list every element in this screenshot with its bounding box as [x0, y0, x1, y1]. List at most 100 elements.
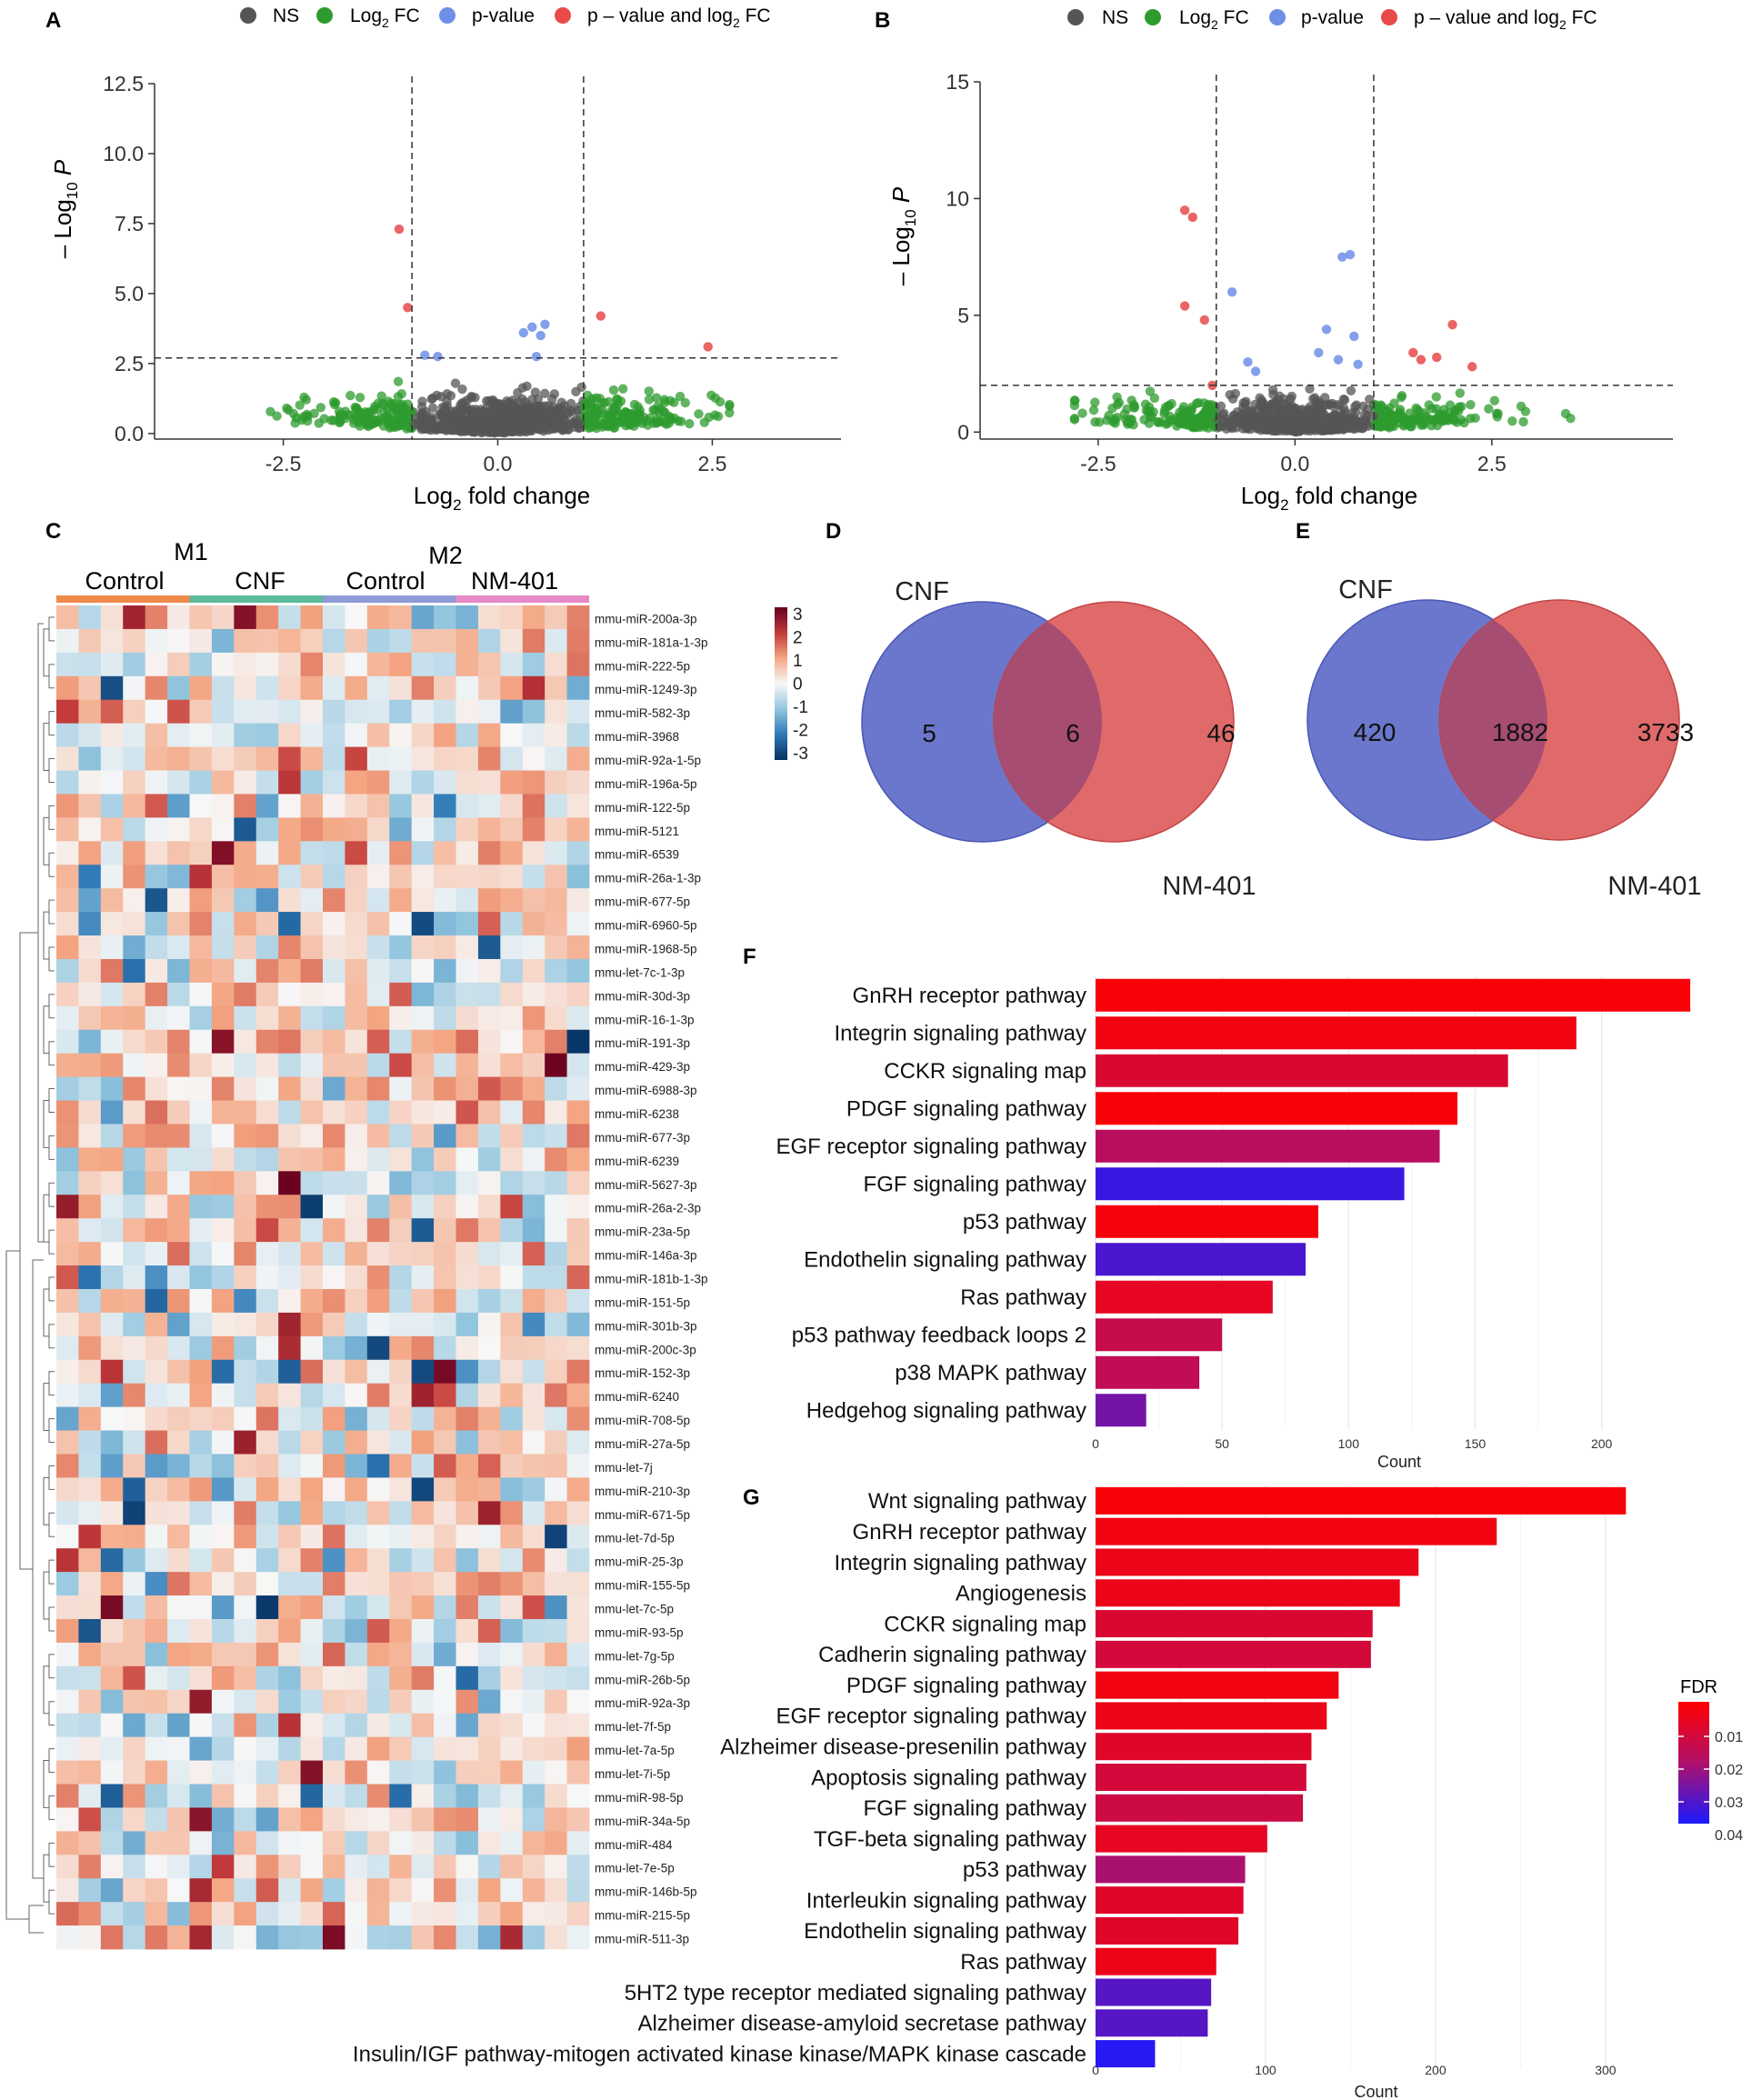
heatmap-cell	[255, 1147, 279, 1172]
bar	[1096, 2009, 1208, 2037]
heatmap-row-label: mmu-miR-1249-3p	[595, 683, 697, 696]
heatmap-cell	[545, 1383, 567, 1408]
heatmap-cell	[78, 1784, 102, 1808]
heatmap-cell	[500, 1195, 524, 1219]
log2fc-point	[1459, 417, 1469, 428]
log2fc-point	[1128, 400, 1139, 410]
heatmap-cell	[456, 1265, 479, 1290]
heatmap-cell	[234, 1713, 257, 1738]
heatmap-cell	[477, 1548, 501, 1573]
heatmap-cell	[566, 1760, 590, 1785]
heatmap-cell	[145, 1665, 168, 1691]
log2fc-point	[685, 418, 695, 429]
heatmap-cell	[56, 865, 79, 889]
heatmap-cell	[566, 1477, 590, 1502]
heatmap-cell	[255, 1265, 279, 1290]
heatmap-cell	[477, 1665, 501, 1691]
heatmap-cell	[345, 628, 368, 654]
heatmap-cell	[100, 1925, 124, 1950]
x-tick-label: 0.0	[1280, 452, 1309, 475]
ns-point	[563, 407, 573, 417]
heatmap-cell	[234, 912, 257, 936]
heatmap-cell	[323, 1618, 345, 1644]
heatmap-cell	[545, 1807, 567, 1832]
heatmap-cell	[434, 1312, 456, 1337]
heatmap-row-label: mmu-miR-146a-3p	[595, 1249, 697, 1263]
heatmap-cell	[411, 1595, 435, 1620]
heatmap-cell	[366, 1312, 390, 1337]
heatmap-cell	[78, 1124, 102, 1148]
ns-point	[525, 411, 535, 421]
heatmap-cell	[211, 1595, 235, 1620]
heatmap-cell	[123, 1076, 146, 1101]
ns-point	[505, 397, 515, 407]
heatmap-cell	[545, 958, 567, 984]
heatmap-cell	[123, 794, 146, 818]
heatmap-cell	[500, 817, 524, 842]
heatmap-cell	[78, 1878, 102, 1903]
ns-point	[1267, 399, 1277, 409]
heatmap-cell	[411, 1359, 435, 1385]
ns-point	[1324, 399, 1335, 409]
bar	[1096, 1825, 1267, 1853]
heatmap-cell	[566, 1076, 590, 1101]
heatmap-cell	[366, 1689, 390, 1715]
log2fc-point	[1414, 406, 1425, 417]
heatmap-cell	[323, 699, 345, 725]
log2fc-point	[710, 393, 720, 404]
fdr-tick-label: 0.03	[1715, 1795, 1743, 1811]
heatmap-cell	[167, 1430, 190, 1455]
heatmap-cell	[211, 723, 235, 747]
heatmap-cell	[500, 1242, 524, 1266]
heatmap-cell	[278, 1076, 301, 1101]
heatmap-cell	[100, 1689, 124, 1715]
x-tick-label: 200	[1591, 1436, 1613, 1451]
ns-point	[1267, 385, 1278, 395]
heatmap-cell	[278, 1242, 301, 1266]
heatmap-cell	[211, 935, 235, 960]
heatmap-cell	[366, 1760, 390, 1785]
ns-point	[506, 421, 517, 431]
heatmap-cell	[300, 1925, 324, 1950]
heatmap-cell	[366, 1902, 390, 1926]
heatmap-cell	[255, 652, 279, 677]
heatmap-cell	[456, 841, 479, 865]
heatmap-row-label: mmu-let-7g-5p	[595, 1649, 675, 1663]
heatmap-cell	[456, 1053, 479, 1077]
heatmap-cell	[167, 1312, 190, 1337]
heatmap-cell	[500, 1572, 524, 1596]
heatmap-cell	[255, 1689, 279, 1715]
heatmap-cell	[323, 1076, 345, 1101]
heatmap-cell	[477, 1005, 501, 1031]
heatmap-cell	[345, 958, 368, 984]
ns-point	[1273, 422, 1284, 432]
heatmap-cell	[522, 1147, 546, 1172]
volcano-plot-a: 0.02.55.07.510.012.5-2.5 0.0 2.5	[103, 72, 841, 475]
log2fc-point	[586, 398, 596, 408]
heatmap-cell	[56, 794, 79, 818]
heatmap-cell	[78, 1902, 102, 1926]
heatmap-cell	[167, 817, 190, 842]
ns-point	[419, 424, 429, 434]
heatmap-cell	[255, 1525, 279, 1549]
ns-point	[576, 382, 586, 393]
heatmap-cell	[411, 1618, 435, 1644]
heatmap-cell	[234, 1005, 257, 1031]
heatmap-cell	[345, 1005, 368, 1031]
heatmap-group-bar	[189, 595, 323, 603]
log2fc-point	[651, 393, 662, 403]
heatmap-cell	[389, 699, 413, 725]
heatmap-cell	[278, 723, 301, 747]
ns-point	[569, 422, 579, 433]
heatmap-cell	[211, 1454, 235, 1478]
heatmap-cell	[345, 1642, 368, 1667]
log2fc-point	[1518, 416, 1528, 427]
pvalue-point	[536, 330, 546, 341]
heatmap-cell	[522, 1689, 546, 1715]
heatmap-cell	[477, 675, 501, 701]
heatmap-cell	[56, 1760, 79, 1785]
heatmap-cell	[300, 652, 324, 677]
heatmap-cell	[56, 1359, 79, 1385]
heatmap-cell	[545, 1029, 567, 1055]
heatmap-cell	[56, 912, 79, 936]
